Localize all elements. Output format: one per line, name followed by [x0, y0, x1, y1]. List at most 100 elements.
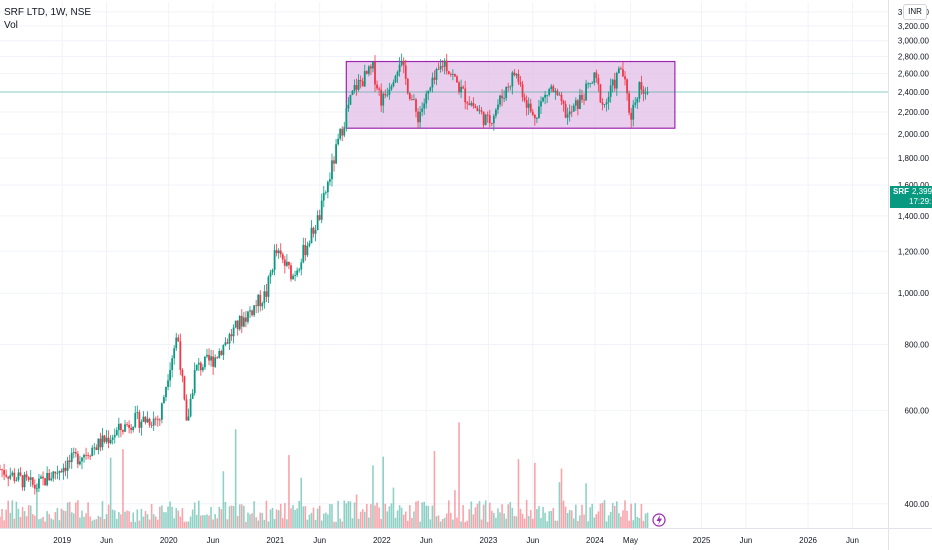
volume-bar: [566, 512, 569, 528]
candle: [283, 255, 286, 274]
candle: [546, 94, 549, 104]
candle: [402, 57, 405, 74]
candle: [533, 113, 536, 126]
volume-bar: [97, 515, 100, 528]
candle: [622, 61, 624, 78]
volume-bar: [425, 505, 428, 528]
symbol-title[interactable]: SRF LTD, 1W, NSE: [4, 7, 92, 18]
volume-bar: [341, 521, 344, 528]
candle: [386, 87, 389, 98]
candle: [486, 111, 489, 123]
volume-bar: [29, 505, 32, 528]
candle: [398, 57, 401, 77]
volume-bar: [216, 518, 219, 528]
volume-bar: [136, 509, 139, 528]
candle: [101, 428, 104, 451]
candle: [44, 477, 46, 486]
volume-bar: [3, 520, 5, 528]
candle: [261, 301, 264, 311]
candle: [136, 405, 139, 420]
volume-bar: [175, 508, 178, 528]
x-tick-label: Jun: [739, 536, 752, 545]
range-rectangle[interactable]: [345, 60, 676, 129]
candle: [251, 309, 253, 317]
candle: [298, 267, 301, 273]
candle: [35, 483, 38, 493]
candle: [357, 73, 360, 92]
volume-bar: [394, 517, 397, 528]
volume-bar: [224, 501, 227, 528]
volume-label[interactable]: Vol: [4, 20, 18, 31]
alert-icon[interactable]: [652, 513, 666, 527]
volume-bar: [101, 501, 104, 528]
volume-bar: [165, 512, 167, 528]
volume-bar: [163, 512, 165, 528]
candle: [97, 438, 100, 455]
candle: [572, 103, 575, 112]
x-tick-label: Jun: [207, 536, 220, 545]
candle: [310, 220, 313, 244]
candle: [64, 460, 67, 477]
candle: [148, 417, 151, 428]
volume-bar: [40, 518, 42, 528]
price-axis[interactable]: 3,400.003,200.003,000.002,800.002,600.00…: [888, 0, 930, 550]
candle: [363, 64, 366, 87]
volume-bar: [378, 507, 380, 528]
candle: [521, 80, 524, 102]
volume-bar: [632, 520, 635, 528]
volume-bar: [628, 520, 630, 528]
candle: [74, 448, 77, 458]
candle: [304, 237, 307, 261]
time-axis[interactable]: 2019 Jun 2020 Jun 2021 Jun 2022 Jun 2023 Jun 2024 M…: [0, 528, 932, 546]
volume-bar: [245, 521, 247, 528]
volume-bar: [529, 509, 532, 528]
candle: [646, 86, 649, 96]
candle: [183, 375, 186, 401]
volume-bar: [314, 520, 317, 528]
candle: [201, 364, 204, 373]
candle: [21, 475, 24, 491]
candle: [415, 97, 417, 118]
candle: [81, 457, 83, 470]
volume-bar: [501, 504, 503, 528]
candle: [158, 417, 161, 427]
volume-bar: [646, 512, 649, 528]
candle: [560, 91, 563, 106]
volume-bar: [480, 519, 483, 528]
volume-bar: [99, 516, 102, 528]
volume-bar: [322, 513, 325, 528]
candle: [247, 310, 249, 325]
y-tick-label: 2,400.00: [898, 88, 930, 97]
volume-bar: [185, 521, 188, 528]
candle: [331, 153, 333, 187]
candle: [54, 471, 57, 480]
volume-bar: [458, 422, 460, 528]
volume-bar: [234, 429, 237, 528]
volume-bar: [320, 520, 323, 528]
volume-bar: [222, 471, 225, 528]
candle: [290, 262, 292, 282]
currency-button[interactable]: INR: [903, 4, 927, 20]
volume-bar: [376, 502, 378, 528]
candle: [511, 70, 514, 95]
candle: [234, 320, 237, 329]
volume-bar: [56, 507, 59, 528]
candle: [154, 416, 157, 426]
volume-bar: [452, 519, 454, 528]
volume-bar: [292, 505, 294, 528]
candle: [318, 209, 321, 221]
candle: [529, 98, 532, 114]
volume-bar: [173, 518, 175, 528]
candle: [85, 447, 87, 460]
volume-bar: [421, 502, 423, 528]
volume-bar: [75, 502, 77, 528]
candle: [456, 75, 458, 83]
x-tick-label: May: [623, 536, 638, 545]
x-tick-label: 2025: [693, 536, 711, 545]
candle: [169, 362, 171, 387]
volume-bar: [294, 510, 296, 528]
volume-bar: [15, 501, 18, 528]
candle: [150, 421, 153, 429]
